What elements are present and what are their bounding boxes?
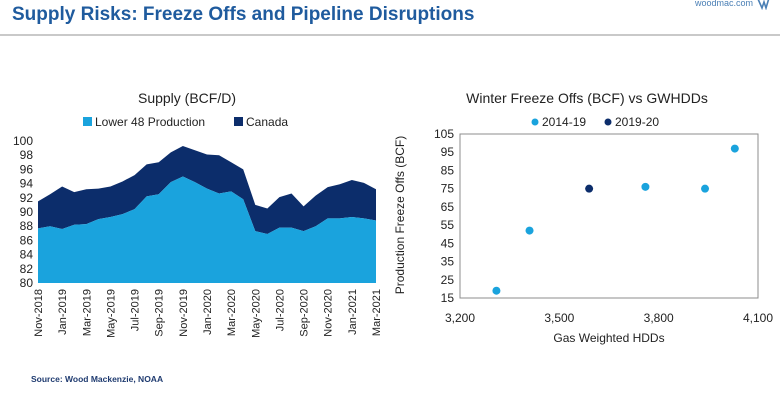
x-axis-title: Gas Weighted HDDs [553,331,664,345]
brand-logo: woodmac.com [695,0,770,10]
x-tick-label: 3,800 [644,311,674,325]
y-tick-label: 35 [441,255,455,269]
y-tick-label: 25 [441,273,455,287]
y-tick-label: 98 [20,148,34,162]
y-tick-label: 82 [20,262,34,276]
y-tick-label: 80 [20,276,34,290]
y-tick-label: 55 [441,218,455,232]
y-tick-label: 105 [434,127,454,141]
x-tick-label: 3,500 [544,311,574,325]
x-tick-label: Sep-2020 [299,289,311,337]
x-tick-label: Mar-2021 [371,289,383,336]
legend-label-lower-48: Lower 48 Production [95,115,205,129]
x-tick-label: Sep-2019 [154,289,166,337]
lower-48-area [38,176,376,283]
y-tick-label: 94 [20,177,34,191]
scatter-point-2014-19 [525,226,534,235]
legend-label-2019-20: 2019-20 [615,115,659,129]
x-tick-label: 3,200 [445,311,475,325]
y-tick-label: 92 [20,191,34,205]
x-tick-label: 4,100 [743,311,773,325]
x-tick-label: Nov-2018 [33,289,45,337]
y-tick-label: 86 [20,233,34,247]
scatter-point-2014-19 [492,286,501,295]
y-axis-title: Production Freeze Offs (BCF) [393,136,407,295]
y-tick-label: 75 [441,182,455,196]
freeze-offs-scatter-chart: Winter Freeze Offs (BCF) vs GWHDDs 2014-1… [393,90,773,345]
scatter-title: Winter Freeze Offs (BCF) vs GWHDDs [466,90,708,106]
y-tick-label: 84 [20,248,34,262]
x-tick-label: May-2020 [250,289,262,338]
legend-marker-2014-19 [531,118,539,126]
x-tick-label: Jul-2020 [274,289,286,331]
legend-label-2014-19: 2014-19 [542,115,586,129]
source-note: Source: Wood Mackenzie, NOAA [31,374,164,384]
y-tick-label: 45 [441,236,455,250]
plot-frame [459,133,759,299]
x-tick-label: May-2019 [105,289,117,338]
brand-text: woodmac.com [694,0,753,8]
x-tick-label: Mar-2019 [81,289,93,336]
x-tick-label: Nov-2020 [323,289,335,337]
y-tick-label: 88 [20,219,34,233]
header-divider [0,34,780,36]
scatter-point-2014-19 [641,182,650,191]
legend-swatch-lower-48 [83,117,92,126]
y-tick-label: 95 [441,145,455,159]
x-tick-label: Jan-2021 [347,289,359,335]
scatter-point-2019-20 [585,184,594,193]
y-tick-label: 85 [441,163,455,177]
brand-mark-icon [757,0,770,10]
canada-area [38,145,376,235]
x-tick-label: Jan-2020 [202,289,214,335]
y-tick-label: 100 [13,134,33,148]
y-tick-label: 65 [441,200,455,214]
y-tick-label: 96 [20,162,34,176]
x-tick-label: Jul-2019 [130,289,142,331]
y-tick-label: 15 [441,291,455,305]
chart-title: Supply (BCF/D) [138,90,236,106]
legend-label-canada: Canada [246,115,288,129]
scatter-point-2014-19 [701,184,710,193]
y-tick-label: 90 [20,205,34,219]
x-tick-label: Jan-2019 [57,289,69,335]
x-tick-label: Nov-2019 [178,289,190,337]
legend-swatch-canada [234,117,243,126]
scatter-point-2014-19 [730,144,739,153]
x-tick-label: Mar-2020 [226,289,238,336]
legend-marker-2019-20 [604,118,612,126]
page-title: Supply Risks: Freeze Offs and Pipeline D… [12,4,475,25]
